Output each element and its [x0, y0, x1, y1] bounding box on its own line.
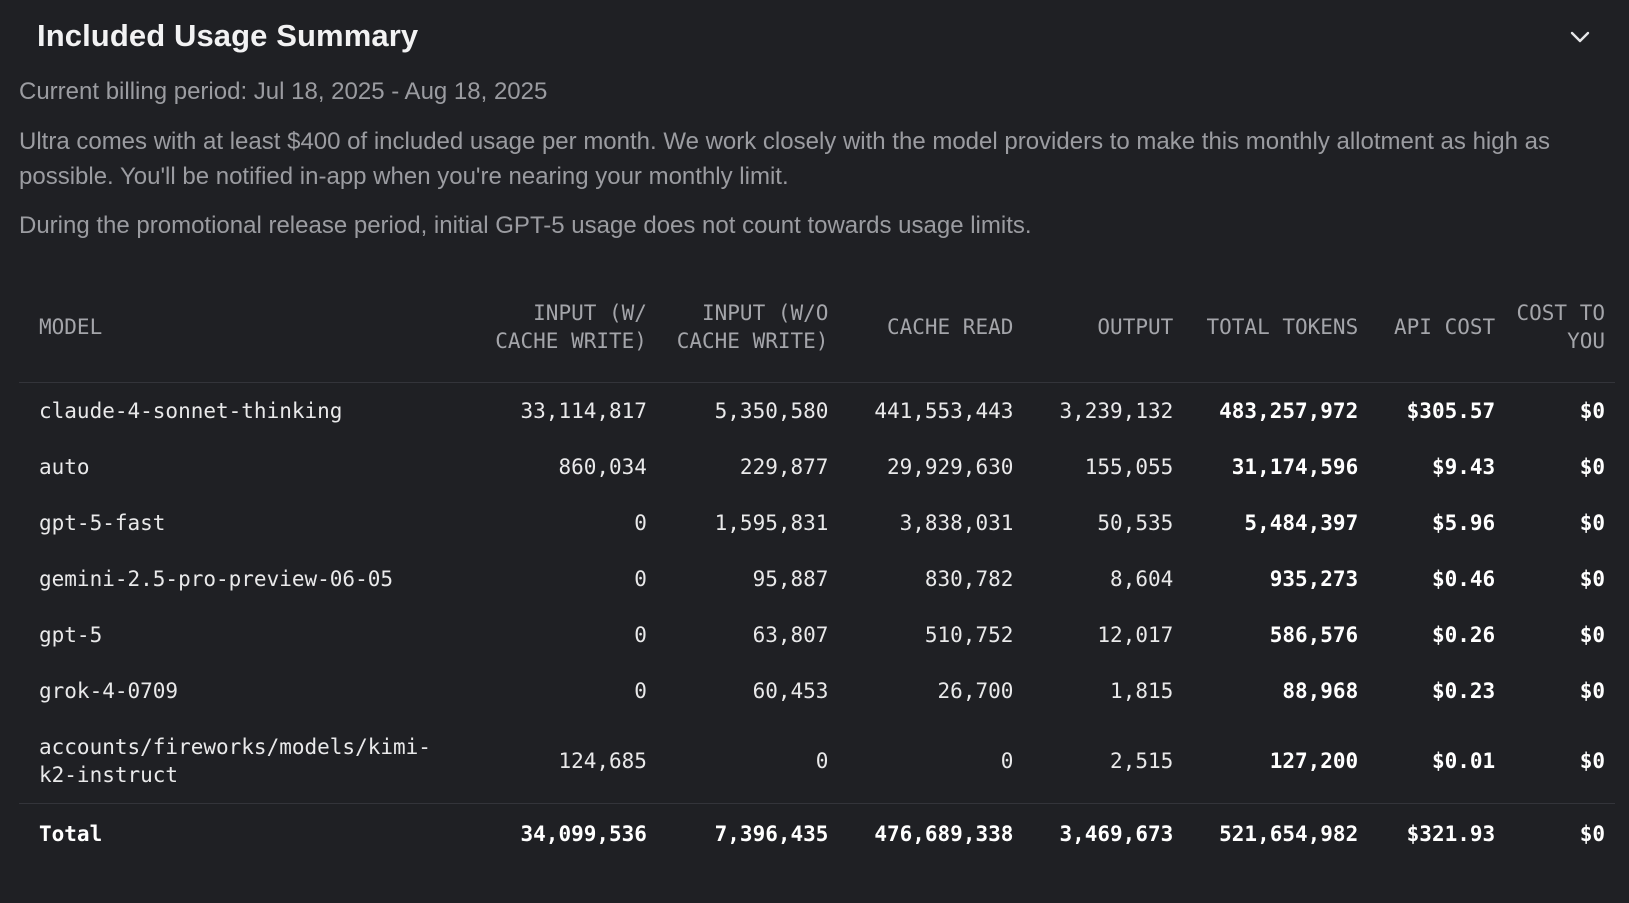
cell-input-without-cache-write: 60,453	[752, 679, 829, 703]
cell-output: 8,604	[1110, 567, 1174, 591]
table-row: claude-4-sonnet-thinking 33,114,817 5,350,…	[19, 383, 1615, 440]
cell-cost-to-you: $0	[1579, 399, 1605, 423]
cell-total-tokens: 31,174,596	[1231, 455, 1359, 479]
cell-model-name: gemini-2.5-pro-preview-06-05	[39, 567, 394, 591]
cell-api-cost: $0.46	[1431, 567, 1496, 591]
total-cache-read: 476,689,338	[838, 803, 1024, 864]
cell-output: 2,515	[1110, 749, 1174, 773]
total-output: 3,469,673	[1023, 803, 1184, 864]
cell-output: 1,815	[1110, 679, 1174, 703]
cell-input-with-cache-write: 860,034	[558, 455, 647, 479]
total-cost-to-you: $0	[1505, 803, 1615, 864]
cell-cost-to-you: $0	[1579, 623, 1605, 647]
total-api-cost: $321.93	[1368, 803, 1506, 864]
cell-input-with-cache-write: 124,685	[558, 749, 647, 773]
cell-input-with-cache-write: 0	[634, 679, 647, 703]
cell-model-name: grok-4-0709	[39, 679, 179, 703]
total-input-without-cache-write: 7,396,435	[656, 803, 839, 864]
table-row: accounts/fireworks/models/kimi-k2-instru…	[19, 719, 1615, 804]
column-header-total-tokens: TOTAL TOKENS	[1183, 272, 1369, 383]
usage-description: Ultra comes with at least $400 of includ…	[19, 128, 1550, 190]
chevron-down-icon[interactable]	[1567, 24, 1593, 50]
usage-table: MODEL INPUT (W/ CACHE WRITE) INPUT (W/O …	[19, 272, 1615, 864]
total-input-with-cache-write: 34,099,536	[468, 803, 657, 864]
column-header-cache-read: CACHE READ	[838, 272, 1024, 383]
cell-input-with-cache-write: 0	[634, 623, 647, 647]
cell-total-tokens: 483,257,972	[1219, 399, 1359, 423]
total-label: Total	[19, 803, 469, 864]
cell-api-cost: $0.23	[1431, 679, 1496, 703]
cell-cache-read: 3,838,031	[899, 511, 1014, 535]
table-row: gpt-5-fast 0 1,595,831 3,838,031 50,535 5,484…	[19, 495, 1615, 551]
cell-output: 155,055	[1084, 455, 1174, 479]
cell-api-cost: $305.57	[1406, 399, 1496, 423]
cell-input-without-cache-write: 0	[815, 749, 829, 773]
promo-note: During the promotional release period, i…	[19, 212, 1032, 239]
table-row: auto 860,034 229,877 29,929,630 155,055 31,17…	[19, 439, 1615, 495]
billing-period: Current billing period: Jul 18, 2025 - A…	[19, 78, 548, 105]
cell-cache-read: 29,929,630	[886, 455, 1014, 479]
cell-model-name: claude-4-sonnet-thinking	[39, 399, 343, 423]
cell-total-tokens: 5,484,397	[1244, 511, 1359, 535]
cell-output: 12,017	[1097, 623, 1174, 647]
cell-input-with-cache-write: 0	[634, 567, 647, 591]
table-row: grok-4-0709 0 60,453 26,700 1,815 88,968 $0.23…	[19, 663, 1615, 719]
cell-output: 50,535	[1097, 511, 1174, 535]
cell-total-tokens: 88,968	[1282, 679, 1359, 703]
cell-total-tokens: 586,576	[1269, 623, 1359, 647]
cell-cost-to-you: $0	[1579, 749, 1605, 773]
cell-input-with-cache-write: 0	[634, 511, 647, 535]
table-total-row: Total 34,099,536 7,396,435 476,689,338 3…	[19, 803, 1615, 864]
cell-cost-to-you: $0	[1579, 567, 1605, 591]
column-header-api-cost: API COST	[1368, 272, 1506, 383]
table-row: gpt-5 0 63,807 510,752 12,017 586,576 $0.26 $0	[19, 607, 1615, 663]
cell-cache-read: 441,553,443	[874, 399, 1014, 423]
cell-api-cost: $0.26	[1431, 623, 1496, 647]
cell-cache-read: 0	[1000, 749, 1014, 773]
cell-model-name: gpt-5-fast	[39, 511, 166, 535]
cell-cost-to-you: $0	[1579, 455, 1605, 479]
cell-cache-read: 830,782	[924, 567, 1014, 591]
cell-api-cost: $5.96	[1431, 511, 1496, 535]
total-tokens: 521,654,982	[1183, 803, 1369, 864]
cell-model-name: auto	[39, 455, 90, 479]
column-header-input-without-cache-write: INPUT (W/O CACHE WRITE)	[656, 272, 839, 383]
column-header-cost-to-you: COST TO YOU	[1505, 272, 1615, 383]
table-row: gemini-2.5-pro-preview-06-05 0 95,887 830,7…	[19, 551, 1615, 607]
cell-total-tokens: 127,200	[1269, 749, 1359, 773]
cell-api-cost: $0.01	[1431, 749, 1496, 773]
cell-input-without-cache-write: 95,887	[752, 567, 829, 591]
cell-model-name: gpt-5	[39, 623, 103, 647]
cell-input-without-cache-write: 229,877	[739, 455, 829, 479]
cell-input-without-cache-write: 5,350,580	[714, 399, 829, 423]
cell-input-without-cache-write: 1,595,831	[714, 511, 829, 535]
cell-output: 3,239,132	[1059, 399, 1174, 423]
cell-cache-read: 26,700	[937, 679, 1014, 703]
cell-input-with-cache-write: 33,114,817	[520, 399, 647, 423]
table-header-row: MODEL INPUT (W/ CACHE WRITE) INPUT (W/O …	[19, 272, 1615, 383]
column-header-output: OUTPUT	[1023, 272, 1184, 383]
page-title: Included Usage Summary	[37, 18, 419, 53]
cell-input-without-cache-write: 63,807	[752, 623, 829, 647]
column-header-input-with-cache-write: INPUT (W/ CACHE WRITE)	[468, 272, 657, 383]
cell-model-name: accounts/fireworks/models/kimi-k2-instru…	[39, 735, 431, 787]
cell-cost-to-you: $0	[1579, 511, 1605, 535]
panel-header[interactable]: Included Usage Summary	[18, 0, 1611, 70]
cell-cache-read: 510,752	[924, 623, 1014, 647]
cell-total-tokens: 935,273	[1269, 567, 1359, 591]
column-header-model: MODEL	[19, 272, 469, 383]
cell-api-cost: $9.43	[1431, 455, 1496, 479]
cell-cost-to-you: $0	[1579, 679, 1605, 703]
